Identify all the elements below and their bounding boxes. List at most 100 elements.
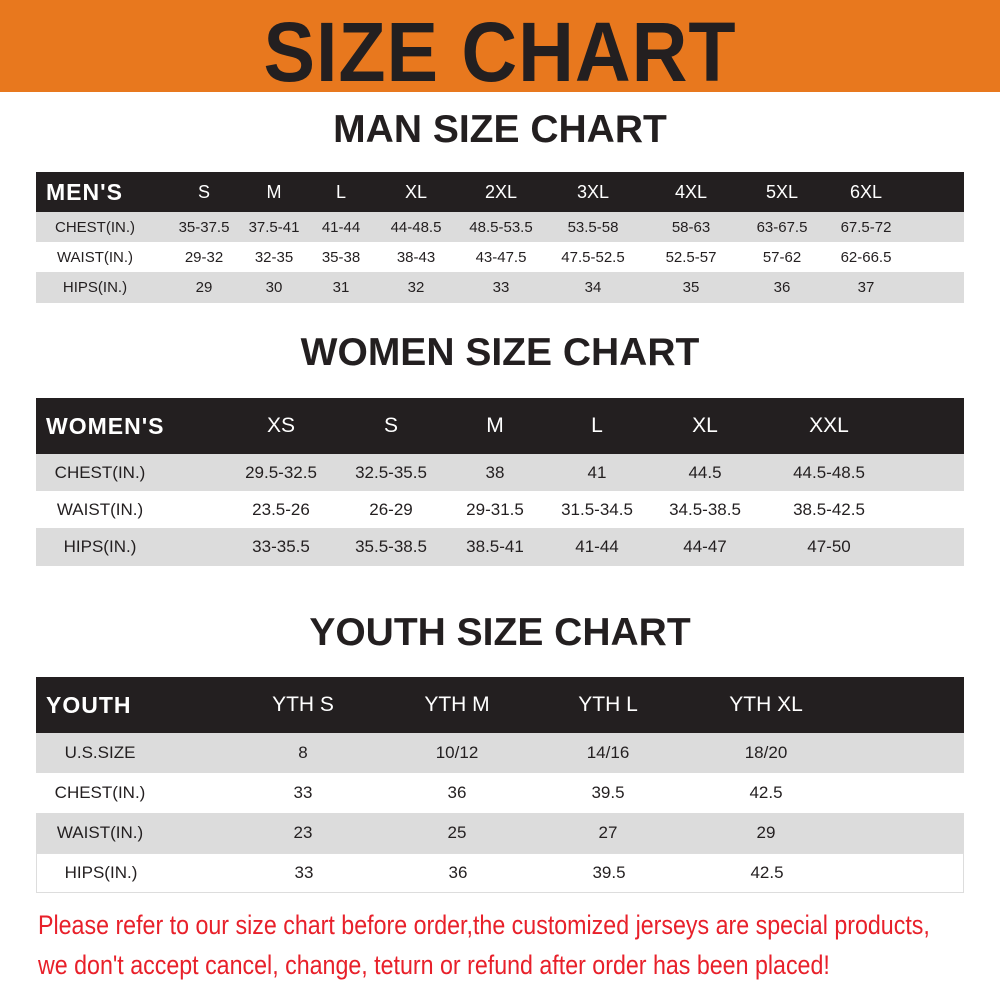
measurement-cell: 36	[773, 279, 791, 296]
measurement-cell: 58-63	[671, 218, 711, 236]
measurement-cell: 35.5-38.5	[355, 537, 427, 556]
table-row: HIPS(IN.) 33-35.5 35.5-38.5 38.5-41 41-44 44-…	[36, 528, 964, 566]
measurement-cell: 36	[448, 863, 468, 882]
measurement-cell: 44-48.5	[390, 218, 442, 236]
size-header: M	[266, 181, 282, 202]
measurement-cell: 41	[587, 462, 607, 482]
measurement-cell: 34.5-38.5	[669, 499, 741, 519]
men-table-label: MEN'S	[46, 178, 123, 205]
size-header: YTH M	[424, 693, 490, 716]
measurement-cell: 38	[485, 462, 505, 482]
measurement-cell: 33	[492, 279, 510, 296]
measurement-cell: 29	[756, 823, 776, 842]
size-header: 3XL	[576, 181, 610, 202]
measurement-cell: 38.5-42.5	[793, 499, 865, 519]
measurement-cell: 39.5	[591, 783, 625, 802]
measurement-cell: 32	[407, 279, 425, 296]
measurement-cell: 52.5-57	[665, 248, 717, 266]
measurement-cell: 29.5-32.5	[245, 462, 317, 482]
size-header: 6XL	[849, 181, 883, 202]
measurement-cell: 31	[332, 279, 350, 296]
measurement-cell: 67.5-72	[840, 218, 892, 236]
measurement-cell: 35-38	[321, 248, 361, 266]
measurement-cell: 25	[447, 823, 467, 842]
size-header: S	[383, 414, 399, 437]
size-header: 4XL	[674, 181, 708, 202]
measurement-cell: 41-44	[575, 537, 619, 556]
table-row: HIPS(IN.) 33 36 39.5 42.5	[36, 853, 964, 893]
measurement-cell: 8	[298, 743, 308, 762]
size-header: XL	[404, 181, 428, 202]
measurement-cell: 42.5	[750, 863, 784, 882]
measurement-cell: 53.5-58	[567, 218, 619, 236]
size-header: YTH XL	[729, 693, 803, 716]
size-header: M	[486, 414, 504, 437]
measurement-cell: 44.5	[688, 462, 722, 482]
size-header: YTH S	[272, 693, 334, 716]
measurement-cell: 38.5-41	[466, 537, 524, 556]
men-header-row: MEN'S S M L XL 2XL 3XL 4XL 5XL 6XL	[36, 172, 964, 212]
measurement-cell: 62-66.5	[840, 248, 892, 266]
measurement-cell: 33	[293, 783, 313, 802]
row-label: HIPS(IN.)	[64, 863, 138, 882]
measurement-cell: 31.5-34.5	[561, 499, 633, 519]
measurement-cell: 47.5-52.5	[561, 248, 625, 266]
title-banner: SIZE CHART	[0, 0, 1000, 99]
women-section-title: WOMEN SIZE CHART	[300, 331, 700, 374]
measurement-cell: 47-50	[807, 537, 851, 556]
row-label: U.S.SIZE	[64, 743, 136, 762]
measurement-cell: 29	[195, 279, 213, 296]
measurement-cell: 34	[584, 279, 602, 296]
women-table-label: WOMEN'S	[46, 412, 165, 439]
page-title: SIZE CHART	[263, 5, 737, 99]
measurement-cell: 57-62	[762, 248, 802, 266]
row-label: HIPS(IN.)	[63, 537, 137, 556]
size-header: XL	[692, 414, 718, 437]
notice-line-2: we don't accept cancel, change, teturn o…	[38, 950, 830, 980]
row-label: CHEST(IN.)	[54, 462, 146, 482]
table-row: U.S.SIZE 8 10/12 14/16 18/20	[36, 733, 964, 773]
measurement-cell: 32-35	[254, 248, 294, 266]
table-row: WAIST(IN.) 29-32 32-35 35-38 38-43 43-47.5 47.…	[36, 242, 964, 272]
table-row: CHEST(IN.) 35-37.5 37.5-41 41-44 44-48.5 48.5…	[36, 212, 964, 242]
men-section-title: MAN SIZE CHART	[333, 108, 667, 151]
size-header: XS	[266, 414, 296, 437]
measurement-cell: 44-47	[683, 537, 727, 556]
row-label: HIPS(IN.)	[62, 279, 128, 296]
measurement-cell: 35-37.5	[178, 218, 230, 236]
size-header: YTH L	[578, 693, 638, 716]
measurement-cell: 29-32	[184, 248, 224, 266]
measurement-cell: 42.5	[749, 783, 783, 802]
notice-line-1: Please refer to our size chart before or…	[38, 910, 930, 940]
measurement-cell: 44.5-48.5	[793, 462, 865, 482]
youth-section-title: YOUTH SIZE CHART	[309, 611, 691, 654]
measurement-cell: 33-35.5	[252, 537, 310, 556]
size-header: L	[591, 414, 603, 437]
measurement-cell: 26-29	[369, 499, 413, 519]
measurement-cell: 23	[293, 823, 313, 842]
measurement-cell: 43-47.5	[475, 248, 527, 266]
measurement-cell: 63-67.5	[756, 218, 808, 236]
measurement-cell: 36	[447, 783, 467, 802]
row-label: WAIST(IN.)	[56, 248, 134, 266]
measurement-cell: 27	[598, 823, 618, 842]
table-row: WAIST(IN.) 23.5-26 26-29 29-31.5 31.5-34.5 34…	[36, 491, 964, 528]
measurement-cell: 23.5-26	[252, 499, 310, 519]
measurement-cell: 37	[857, 279, 875, 296]
youth-table-label: YOUTH	[46, 691, 132, 718]
measurement-cell: 41-44	[321, 218, 361, 236]
row-label: CHEST(IN.)	[55, 218, 135, 236]
measurement-cell: 38-43	[396, 248, 436, 266]
measurement-cell: 33	[294, 863, 314, 882]
table-row: HIPS(IN.) 29 30 31 32 33 34 35 36 37	[36, 272, 964, 303]
measurement-cell: 39.5	[592, 863, 626, 882]
women-header-row: WOMEN'S XS S M L XL XXL	[36, 398, 964, 454]
youth-header-row: YOUTH YTH S YTH M YTH L YTH XL	[36, 677, 964, 733]
size-header: L	[335, 181, 347, 202]
row-label: CHEST(IN.)	[54, 783, 146, 802]
table-row: WAIST(IN.) 23 25 27 29	[36, 813, 964, 853]
table-row: CHEST(IN.) 33 36 39.5 42.5	[36, 773, 964, 813]
measurement-cell: 35	[682, 279, 700, 296]
size-header: XXL	[809, 414, 849, 437]
table-row: CHEST(IN.) 29.5-32.5 32.5-35.5 38 41 44.5 44.5…	[36, 454, 964, 491]
